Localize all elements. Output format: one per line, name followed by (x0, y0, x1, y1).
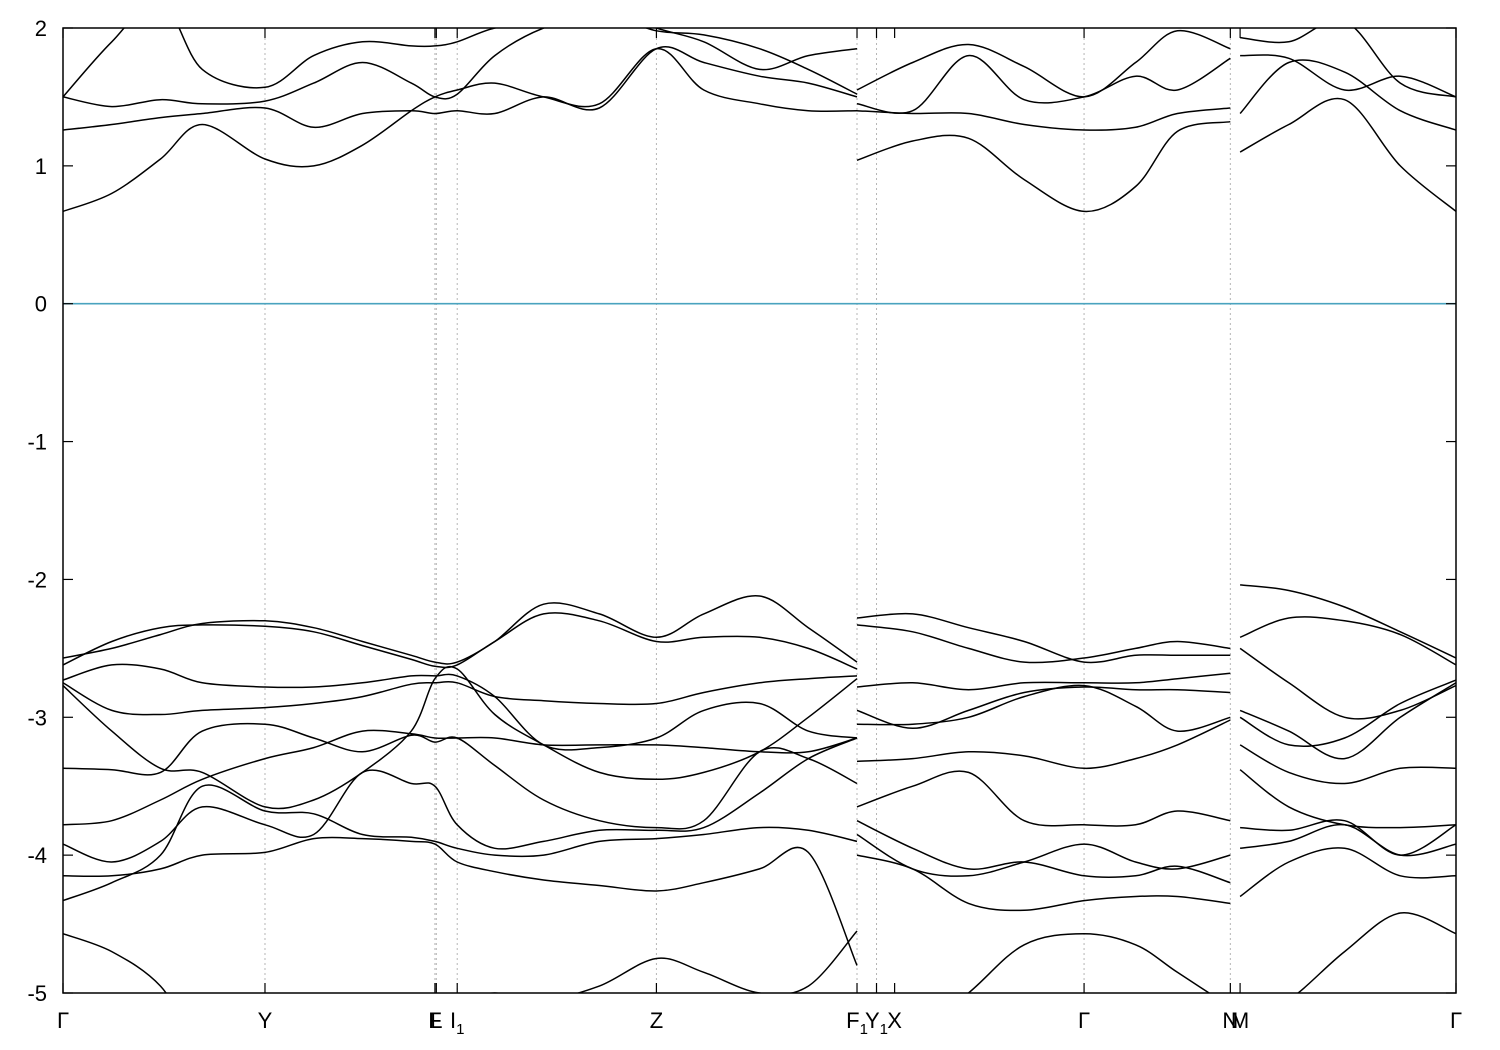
band-s0-b2 (63, 836, 858, 966)
xtick-label-0: Γ (57, 1008, 69, 1033)
xtick-label-1: Y (258, 1008, 273, 1033)
band-s2-b5 (1239, 744, 1456, 785)
band-s0-b9 (63, 612, 858, 670)
band-s2-b10 (1240, 584, 1456, 659)
band-s1-b9 (856, 624, 1231, 664)
band-s0-b3 (63, 737, 858, 863)
ytick-label-6: -4 (27, 843, 47, 868)
ytick-label-1: 1 (35, 154, 47, 179)
band-s2-b1 (1239, 847, 1456, 898)
xtick-label-8: X (887, 1008, 902, 1033)
band-s2-b6 (1239, 682, 1456, 760)
band-s1-b5 (856, 719, 1231, 770)
band-s1-b13 (856, 54, 1231, 114)
band-s1-b14 (856, 30, 1231, 98)
xtick-label-12: Γ (1450, 1008, 1462, 1033)
band-s0-b14 (63, 28, 858, 98)
band-s2-b12 (1239, 59, 1456, 131)
band-s0-b0 (63, 930, 858, 993)
band-s2-b4 (1239, 769, 1456, 829)
xtick-label-10: N (1222, 1008, 1238, 1033)
band-s1-b12 (856, 107, 1231, 131)
xtick-label-9: Γ (1078, 1008, 1090, 1033)
band-s1-b10 (856, 612, 1231, 664)
ytick-label-0: 2 (35, 16, 47, 41)
ytick-label-3: -1 (27, 430, 47, 455)
band-s0-b13 (63, 28, 858, 108)
band-s2-b11 (1239, 97, 1456, 212)
ytick-label-4: -2 (27, 567, 47, 592)
band-s0-b11 (63, 47, 858, 213)
band-s1-b8 (856, 672, 1231, 691)
xtick-label-3: L (430, 1008, 442, 1033)
ytick-label-7: -5 (27, 981, 47, 1006)
band-s2-b14 (1240, 28, 1456, 98)
band-s2-b0 (1296, 912, 1456, 993)
xtick-label-4: I1 (450, 1008, 464, 1038)
band-s1-b0 (967, 932, 1211, 993)
band-s0-b8 (63, 663, 858, 751)
xtick-label-2: F (428, 1008, 441, 1033)
band-s1-b2 (856, 820, 1231, 884)
band-s1-b6 (856, 684, 1231, 732)
xtick-label-11: M (1231, 1008, 1249, 1033)
y-axis-ticks: 2 1 0 -1 -2 -3 -4 -5 (27, 16, 1456, 1006)
band-s2-b8 (1239, 647, 1456, 720)
band-s0-b10 (63, 595, 858, 665)
band-s2-b13 (1240, 54, 1456, 98)
band-s0-b12 (63, 46, 858, 131)
xtick-label-7: Y1 (865, 1008, 888, 1038)
xtick-label-5: Z (650, 1008, 663, 1033)
band-s0-b7 (63, 665, 858, 810)
plot-frame (62, 27, 1457, 994)
band-s1-b1 (856, 854, 1231, 912)
band-s1-b4 (856, 770, 1231, 827)
band-s1-b7 (856, 686, 1231, 730)
band-s2-b9 (1239, 616, 1456, 666)
vertical-grid-lines (264, 28, 1231, 993)
band-s0-b5 (63, 722, 858, 830)
band-s1-b3 (856, 833, 1231, 877)
band-s1-b11 (856, 120, 1231, 213)
band-s2-b2 (1239, 823, 1456, 857)
band-s0-b6 (63, 675, 858, 716)
band-s2-b3 (1240, 819, 1456, 856)
band-lines (63, 28, 1456, 993)
ytick-label-2: 0 (35, 292, 47, 317)
band-s0-b1 (63, 784, 858, 902)
ytick-label-5: -3 (27, 705, 47, 730)
band-s0-b4 (63, 729, 858, 826)
band-s2-b7 (1239, 679, 1456, 747)
